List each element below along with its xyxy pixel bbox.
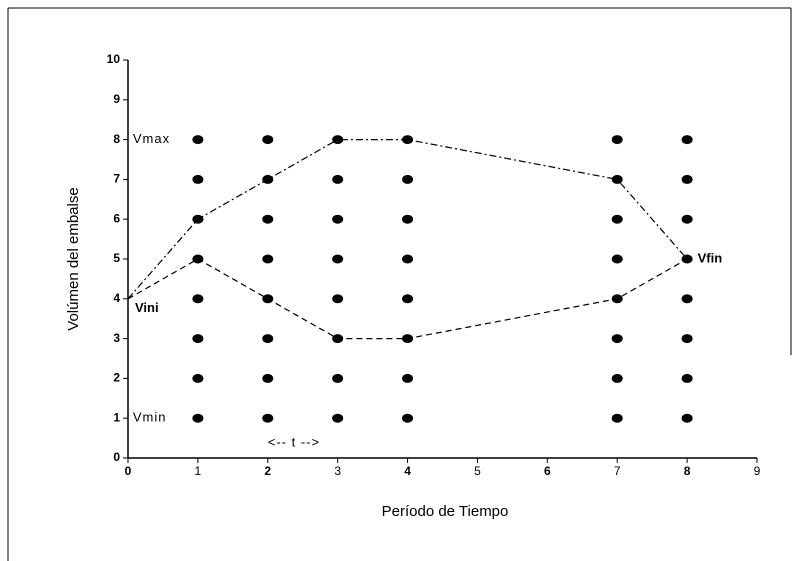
y-axis-title: Volúmen del embalse xyxy=(65,187,82,330)
point xyxy=(192,174,204,184)
point xyxy=(611,413,623,423)
annotation: Vmax xyxy=(133,131,170,146)
y-tick-label: 6 xyxy=(113,211,120,225)
point xyxy=(402,214,414,224)
point xyxy=(402,413,414,423)
y-tick-label: 5 xyxy=(113,251,120,265)
point xyxy=(332,294,344,304)
y-tick-label: 2 xyxy=(113,371,120,385)
point xyxy=(402,135,414,145)
point xyxy=(192,135,204,145)
point xyxy=(262,413,274,423)
point xyxy=(611,254,623,264)
point xyxy=(332,334,344,344)
x-tick-label: 3 xyxy=(334,464,341,478)
x-tick-label: 1 xyxy=(195,464,202,478)
y-tick-label: 9 xyxy=(113,92,120,106)
point xyxy=(611,214,623,224)
point xyxy=(611,294,623,304)
point xyxy=(402,254,414,264)
annotation: Vini xyxy=(135,300,159,315)
annotation: Vmin xyxy=(133,410,167,425)
x-tick-label: 0 xyxy=(125,464,132,478)
point xyxy=(332,254,344,264)
x-tick-label: 2 xyxy=(264,464,271,478)
x-tick-label: 7 xyxy=(614,464,621,478)
y-tick-label: 8 xyxy=(113,132,120,146)
point xyxy=(611,135,623,145)
point xyxy=(262,214,274,224)
y-tick-label: 4 xyxy=(113,291,120,305)
point xyxy=(262,373,274,383)
point xyxy=(402,174,414,184)
point xyxy=(192,413,204,423)
point xyxy=(611,373,623,383)
y-tick-label: 0 xyxy=(113,450,120,464)
x-tick-label: 4 xyxy=(404,464,411,478)
point xyxy=(402,294,414,304)
point xyxy=(332,373,344,383)
x-axis-title: Período de Tiempo xyxy=(382,503,509,520)
x-tick-label: 5 xyxy=(474,464,481,478)
point xyxy=(681,413,693,423)
point xyxy=(611,334,623,344)
point xyxy=(681,373,693,383)
point xyxy=(681,294,693,304)
point xyxy=(332,174,344,184)
annotation: <-- t --> xyxy=(268,435,320,450)
point xyxy=(681,135,693,145)
point xyxy=(262,294,274,304)
point xyxy=(332,214,344,224)
annotation: Vfin xyxy=(698,250,723,265)
point xyxy=(262,135,274,145)
point xyxy=(611,174,623,184)
point xyxy=(402,373,414,383)
point xyxy=(192,373,204,383)
point xyxy=(681,334,693,344)
point xyxy=(332,135,344,145)
point xyxy=(192,254,204,264)
point xyxy=(681,214,693,224)
point xyxy=(192,334,204,344)
point xyxy=(681,174,693,184)
point xyxy=(681,254,693,264)
point xyxy=(262,254,274,264)
point xyxy=(192,294,204,304)
x-tick-label: 9 xyxy=(754,464,761,478)
point xyxy=(192,214,204,224)
point xyxy=(262,174,274,184)
y-tick-label: 1 xyxy=(113,410,120,424)
point xyxy=(402,334,414,344)
x-tick-label: 6 xyxy=(544,464,551,478)
x-tick-label: 8 xyxy=(684,464,691,478)
point xyxy=(332,413,344,423)
y-tick-label: 10 xyxy=(107,52,121,66)
y-tick-label: 3 xyxy=(113,331,120,345)
point xyxy=(262,334,274,344)
y-tick-label: 7 xyxy=(113,172,120,186)
